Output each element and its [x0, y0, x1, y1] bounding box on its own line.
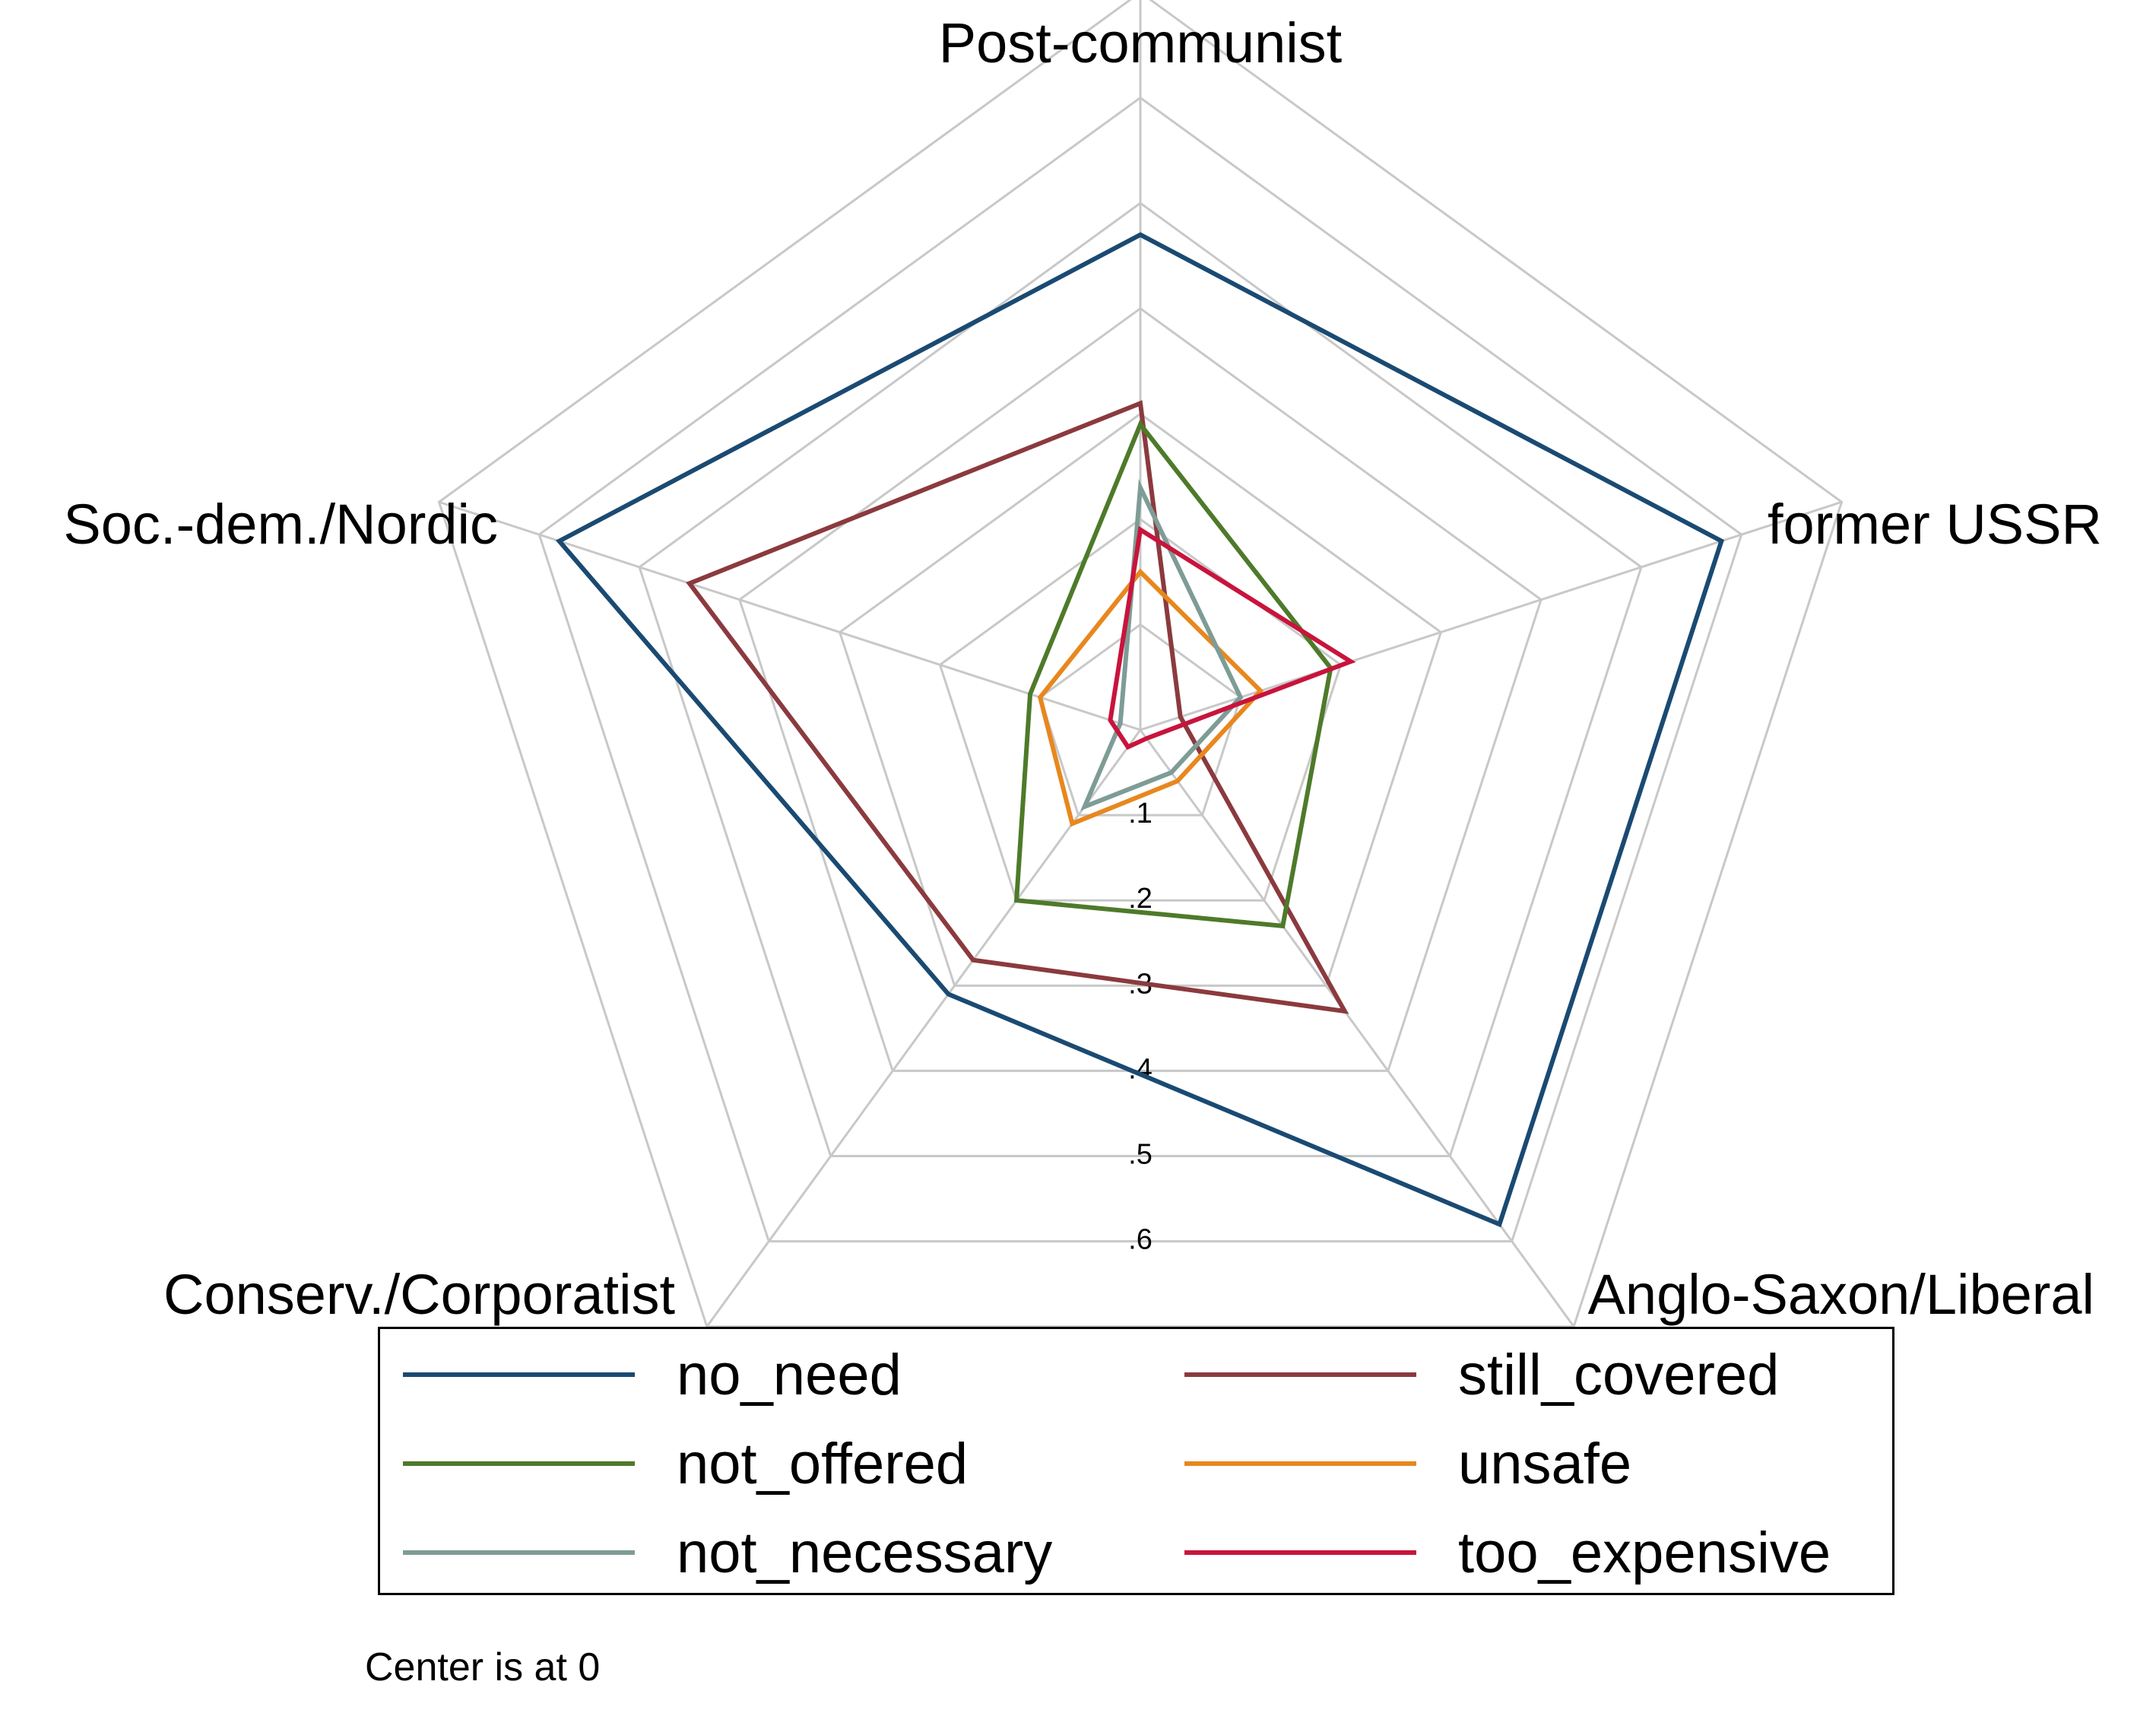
- legend-swatch-unsafe: [1184, 1461, 1416, 1466]
- radar-series: [555, 232, 1725, 1228]
- grid-ring-6: [537, 96, 1743, 1243]
- series-line-still-covered: [686, 400, 1349, 1014]
- legend-item-still-covered: still_covered: [1184, 1337, 1779, 1413]
- legend-label-unsafe: unsafe: [1458, 1431, 1632, 1496]
- axis-label-post-communist: Post-communist: [939, 11, 1343, 75]
- tick-label-6: .6: [1128, 1224, 1153, 1256]
- series-line-not-necessary: [1080, 479, 1244, 811]
- radar-grid: [437, 0, 1844, 1328]
- legend-swatch-not-offered: [403, 1461, 635, 1466]
- series-line-unsafe: [1037, 568, 1264, 827]
- series-line-too-expensive: [1108, 525, 1356, 750]
- grid-ring-7: [437, 0, 1844, 1328]
- legend-swatch-not-necessary: [403, 1550, 635, 1555]
- grid-ring-5: [638, 201, 1643, 1158]
- legend-label-too-expensive: too_expensive: [1458, 1520, 1831, 1585]
- radial-tick-labels: .1.2.3.4.5.6: [1128, 798, 1153, 1256]
- grid-ring-4: [738, 306, 1542, 1072]
- center-note: Center is at 0: [365, 1645, 601, 1689]
- axis-label-anglo-saxon-liberal: Anglo-Saxon/Liberal: [1588, 1263, 2094, 1326]
- legend-swatch-still-covered: [1184, 1372, 1416, 1377]
- legend-item-unsafe: unsafe: [1184, 1426, 1631, 1502]
- axis-label-soc-dem-nordic: Soc.-dem./Nordic: [63, 493, 498, 556]
- legend-label-no-need: no_need: [677, 1342, 902, 1407]
- legend: no_need still_covered not_offered unsafe…: [378, 1327, 1894, 1595]
- radar-chart: .1.2.3.4.5.6 Post-communist former USSR …: [63, 0, 2102, 1328]
- legend-label-not-necessary: not_necessary: [677, 1520, 1053, 1585]
- grid-ring-3: [838, 412, 1443, 987]
- legend-label-still-covered: still_covered: [1458, 1342, 1780, 1407]
- legend-swatch-too-expensive: [1184, 1550, 1416, 1555]
- legend-item-too-expensive: too_expensive: [1184, 1515, 1831, 1591]
- legend-label-not-offered: not_offered: [677, 1431, 969, 1496]
- tick-label-5: .5: [1128, 1139, 1153, 1171]
- axis-label-former-ussr: former USSR: [1768, 493, 2102, 556]
- legend-swatch-no-need: [403, 1372, 635, 1377]
- legend-item-not-necessary: not_necessary: [403, 1515, 1052, 1591]
- legend-item-not-offered: not_offered: [403, 1426, 968, 1502]
- legend-item-no-need: no_need: [403, 1337, 902, 1413]
- spoke-anglo-saxon-liberal: [1139, 729, 1575, 1328]
- spoke-former-ussr: [1140, 500, 1842, 731]
- spoke-conserv-corporatist: [705, 729, 1142, 1328]
- grid-ring-1: [1038, 623, 1242, 817]
- series-line-no-need: [555, 232, 1725, 1228]
- tick-label-1: .1: [1128, 798, 1153, 830]
- spoke-soc-dem-nordic: [439, 500, 1141, 731]
- axis-label-conserv-corporatist: Conserv./Corporatist: [163, 1263, 676, 1326]
